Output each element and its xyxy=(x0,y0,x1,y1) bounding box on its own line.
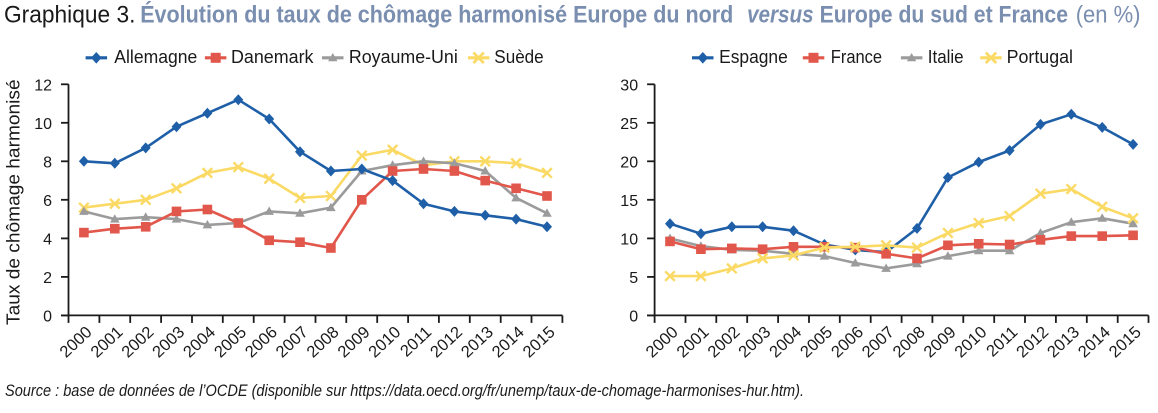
svg-text:10: 10 xyxy=(34,116,52,133)
svg-text:4: 4 xyxy=(43,231,52,248)
svg-text:5: 5 xyxy=(629,270,638,287)
svg-text:10: 10 xyxy=(620,231,638,248)
svg-text:Italie: Italie xyxy=(928,47,964,67)
svg-text:versus: versus xyxy=(747,2,814,29)
svg-text:12: 12 xyxy=(34,77,52,94)
svg-text:20: 20 xyxy=(620,154,638,171)
svg-text:(en %): (en %) xyxy=(1076,2,1141,29)
svg-text:0: 0 xyxy=(43,308,52,325)
svg-text:0: 0 xyxy=(629,308,638,325)
svg-text:Allemagne: Allemagne xyxy=(114,47,197,67)
svg-text:Royaume-Uni: Royaume-Uni xyxy=(349,47,458,67)
svg-text:Portugal: Portugal xyxy=(1007,47,1073,67)
svg-text:Suède: Suède xyxy=(494,47,543,67)
svg-text:30: 30 xyxy=(620,77,638,94)
svg-text:6: 6 xyxy=(43,193,52,210)
svg-text:Taux de chômage harmonisé: Taux de chômage harmonisé xyxy=(4,79,24,325)
svg-text:Source : base de données de l’: Source : base de données de l’OCDE (disp… xyxy=(5,382,804,400)
svg-text:Espagne: Espagne xyxy=(719,47,788,67)
svg-text:8: 8 xyxy=(43,154,52,171)
svg-text:Évolution du taux de chômage h: Évolution du taux de chômage harmonisé E… xyxy=(140,1,733,29)
svg-text:Europe du sud et France: Europe du sud et France xyxy=(820,2,1068,29)
svg-text:France: France xyxy=(831,47,882,67)
svg-text:Graphique 3.: Graphique 3. xyxy=(4,2,135,29)
svg-text:Danemark: Danemark xyxy=(231,47,314,67)
svg-text:25: 25 xyxy=(620,116,638,133)
svg-text:2: 2 xyxy=(43,270,52,287)
svg-text:15: 15 xyxy=(620,193,638,210)
